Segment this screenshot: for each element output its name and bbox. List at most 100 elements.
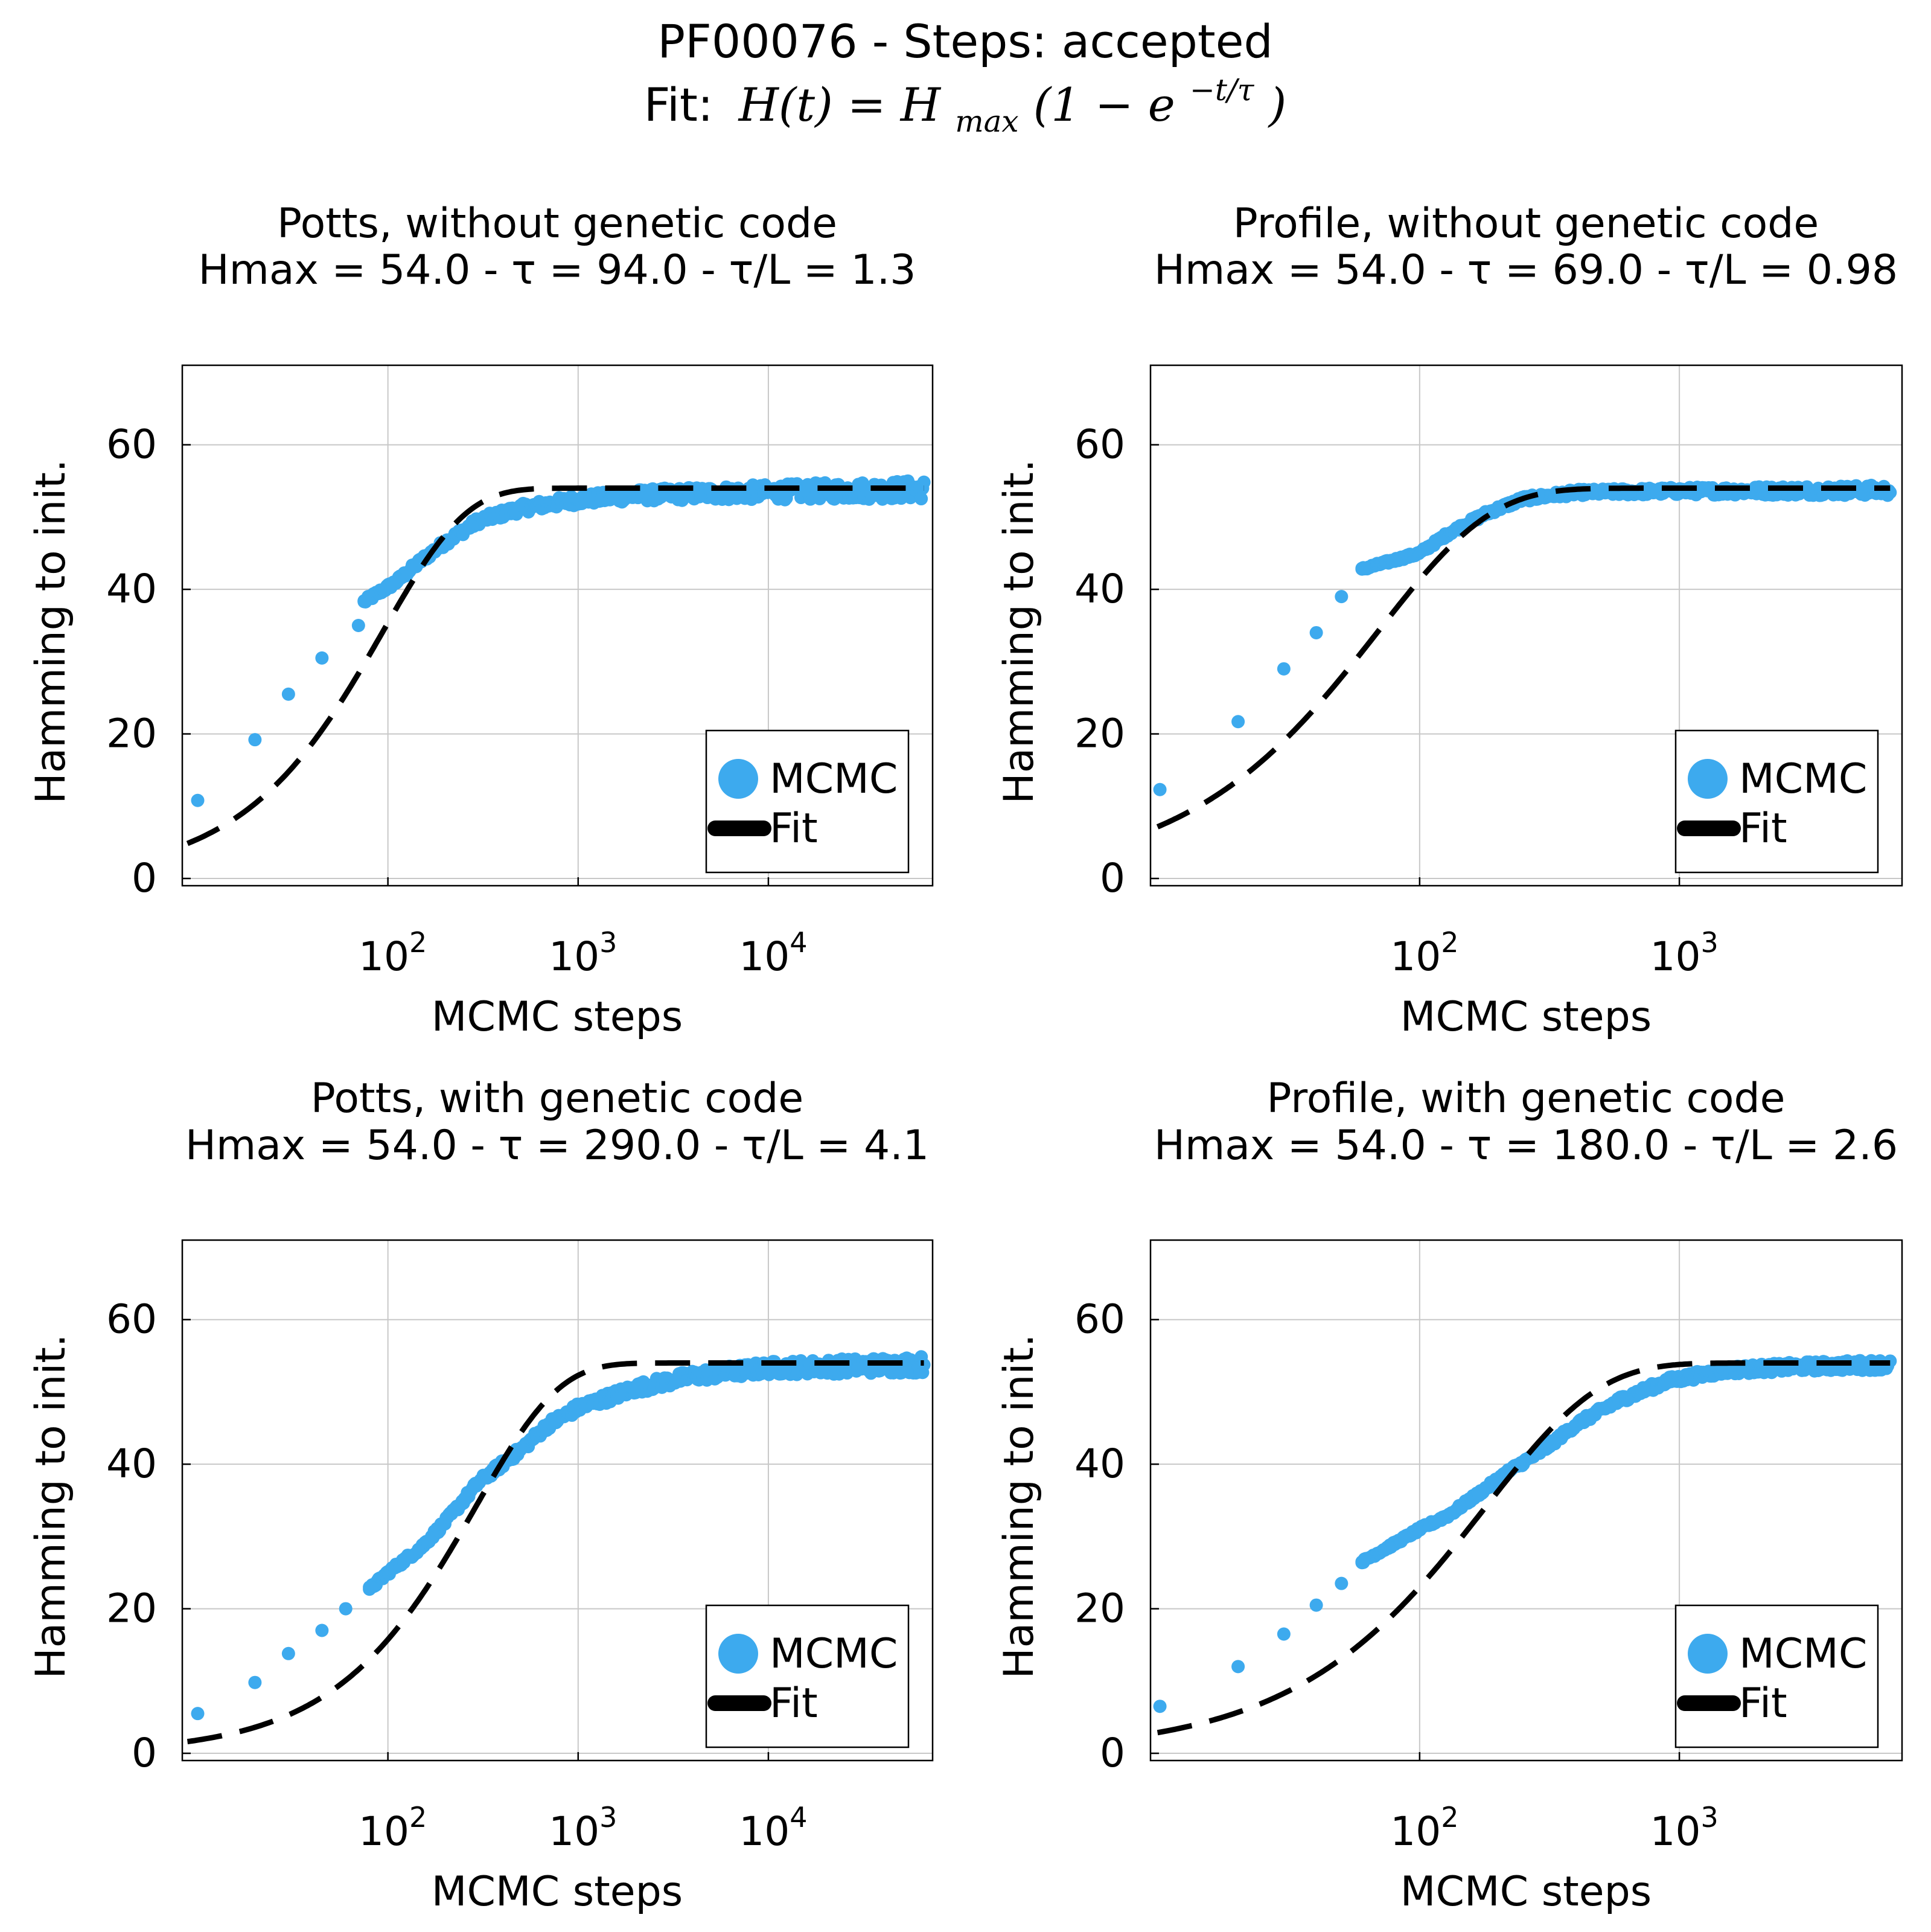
x-tick-label: 104 [739,926,807,980]
mcmc-point [1335,590,1349,604]
mcmc-point [1277,662,1291,676]
fit-curve [186,485,924,846]
fit-formula-sub: max [955,104,1018,139]
x-tick-base: 10 [1390,933,1441,980]
y-tick-label: 60 [1074,421,1125,468]
x-axis-label: MCMC steps [1400,993,1652,1041]
y-tick-label: 40 [1074,1441,1125,1487]
mcmc-point [248,733,262,747]
mcmc-point [914,492,928,506]
x-tick-exponent: 2 [1441,1801,1458,1834]
mcmc-point [917,475,931,489]
mcmc-point [1335,1576,1349,1590]
legend-fit-label: Fit [770,1680,818,1727]
fit-label: Fit: [644,78,713,132]
x-axis-label: MCMC steps [1400,1868,1652,1916]
mcmc-point [1309,625,1323,639]
mcmc-point [351,619,365,632]
panel-title: Potts, with genetic code [311,1075,804,1122]
x-tick-exponent: 4 [790,1801,807,1834]
y-tick-label: 20 [106,711,157,757]
panel-title: Profile, with genetic code [1266,1075,1785,1122]
y-tick-label: 20 [1074,1585,1125,1632]
legend-mcmc-marker [718,1634,758,1674]
mcmc-point [1231,715,1245,729]
x-tick-base: 10 [1650,1808,1700,1855]
legend-mcmc-label: MCMC [770,1630,898,1678]
svg-text:Fit: H(t) = H max: Fit: H(t) = H max (1 − e −t/τ ) [644,57,1287,142]
x-tick-label: 102 [359,926,427,980]
legend-box [705,1604,910,1748]
x-tick-exponent: 2 [409,926,427,959]
legend-mcmc-marker [1688,1634,1728,1674]
y-tick-label: 0 [132,1730,157,1776]
y-tick-label: 40 [106,566,157,612]
x-tick-base: 10 [1650,933,1700,980]
x-tick-exponent: 3 [599,1801,617,1834]
x-tick-label: 102 [359,1801,427,1855]
panel-subtitle: Hmax = 54.0 - τ = 69.0 - τ/L = 0.98 [1154,246,1898,294]
x-tick-label: 102 [1390,1801,1458,1855]
x-axis-label: MCMC steps [432,993,683,1041]
x-tick-base: 10 [359,933,409,980]
panel-title: Potts, without genetic code [277,200,837,248]
x-tick-label: 103 [1650,1801,1718,1855]
x-tick-label: 103 [1650,926,1718,980]
x-tick-base: 10 [359,1808,409,1855]
y-tick-label: 60 [1074,1296,1125,1343]
x-tick-exponent: 3 [1700,926,1718,959]
mcmc-point [248,1675,262,1689]
x-tick-exponent: 2 [409,1801,427,1834]
y-tick-label: 40 [1074,566,1125,612]
x-tick-exponent: 3 [1700,1801,1718,1834]
mcmc-point [191,1707,205,1721]
y-tick-label: 20 [1074,711,1125,757]
fit-formula-sup: −t/τ [1190,72,1255,107]
fit-curve [187,1360,924,1745]
plot-frame [1149,1239,1903,1762]
x-tick-base: 10 [549,933,599,980]
plot-frame [1149,364,1903,887]
mcmc-point [281,1646,295,1660]
y-tick-label: 40 [106,1441,157,1487]
x-tick-exponent: 2 [1441,926,1458,959]
panel-subtitle: Hmax = 54.0 - τ = 180.0 - τ/L = 2.6 [1154,1122,1898,1169]
x-tick-label: 104 [739,1801,807,1855]
y-axis-label: Hamming to init. [27,1334,75,1678]
figure-fit-formula: Fit: H(t) = H max (1 − e −t/τ ) [644,57,1287,142]
panel-subtitle: Hmax = 54.0 - τ = 290.0 - τ/L = 4.1 [185,1122,929,1169]
mcmc-point [339,1602,353,1616]
y-tick-label: 60 [106,1296,157,1343]
legend-fit-label: Fit [1739,1680,1787,1727]
x-tick-base: 10 [739,1808,790,1855]
mcmc-point [1231,1660,1245,1674]
mcmc-point [191,793,205,807]
panel-title: Profile, without genetic code [1233,200,1819,248]
x-tick-label: 102 [1390,926,1458,980]
fit-formula-lhs: H(t) = H [738,78,942,132]
x-tick-label: 103 [549,1801,617,1855]
plot-frame [181,1239,934,1762]
x-axis-label: MCMC steps [432,1868,683,1916]
x-tick-exponent: 4 [790,926,807,959]
legend-mcmc-label: MCMC [1739,1630,1867,1678]
mcmc-point [1153,1700,1167,1713]
mcmc-point [1153,782,1167,796]
fit-curve [1157,1360,1891,1736]
x-tick-base: 10 [549,1808,599,1855]
legend-fit-label: Fit [1739,805,1787,852]
legend-box [1674,1604,1879,1748]
legend-box [705,729,910,874]
y-axis-label: Hamming to init. [27,459,75,804]
mcmc-point [281,687,295,701]
figure-title: PF00076 - Steps: accepted [657,14,1272,68]
y-tick-label: 0 [1100,855,1125,901]
